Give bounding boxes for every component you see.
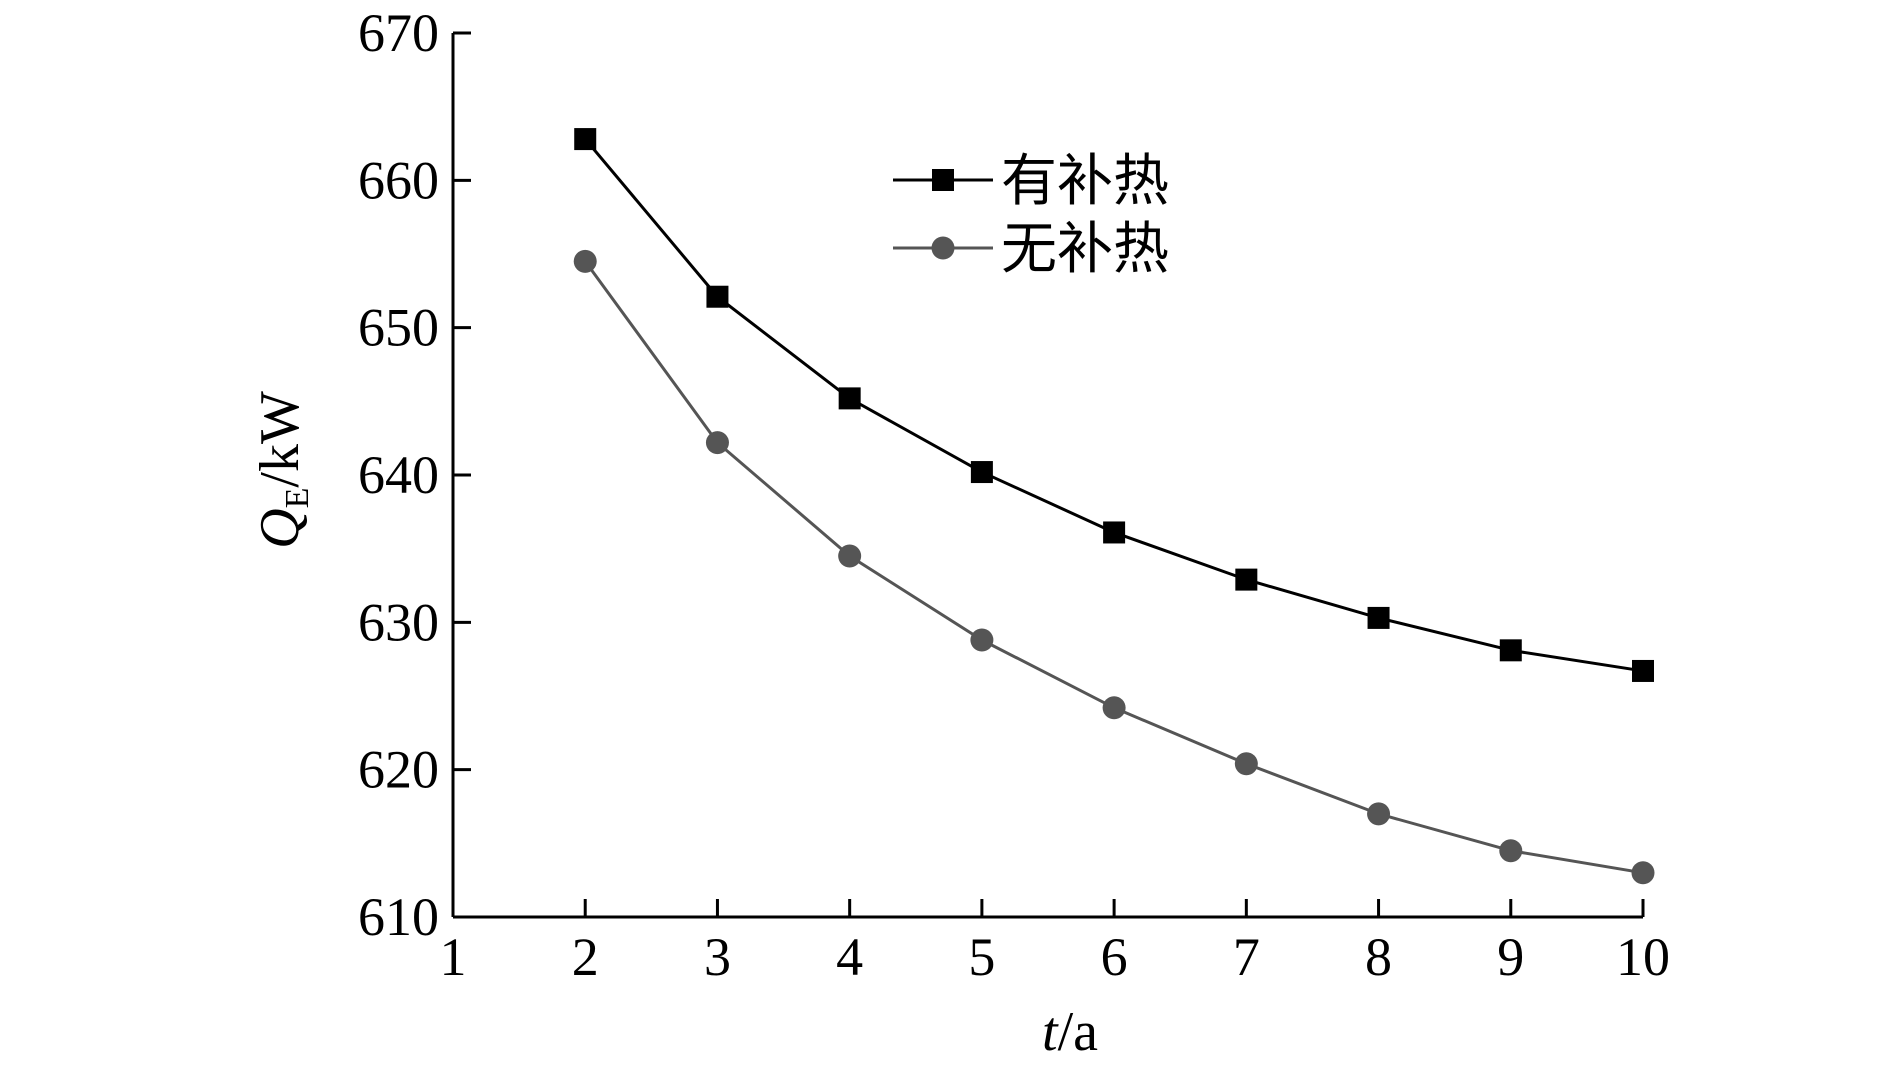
x-tick-label: 7 [1233, 927, 1260, 987]
series-line-1 [584, 260, 1644, 875]
series-1-point [705, 431, 729, 455]
series-0-point [706, 285, 729, 308]
x-axis-label: t/a [1042, 1001, 1098, 1063]
y-tick-label: 640 [358, 445, 439, 505]
x-tick-label: 3 [704, 927, 731, 987]
x-tick-label: 9 [1497, 927, 1524, 987]
legend-label-1: 无补热 [1001, 219, 1169, 281]
x-tick-label: 10 [1616, 927, 1670, 987]
ticks: 1 2 3 4 5 6 7 8 9 10 610 620 630 640 650 660 670 [358, 3, 1670, 987]
series-0-point [574, 128, 597, 151]
series-0-point [1632, 659, 1654, 682]
legend-marker-0 [932, 169, 954, 191]
series-layer [573, 128, 1655, 885]
series-1-point [573, 249, 597, 273]
series-1-point [1367, 802, 1391, 826]
x-tick-label: 1 [440, 927, 467, 987]
legend-label-0: 有补热 [1001, 151, 1169, 213]
series-1-point [1234, 752, 1258, 776]
series-1-point [1102, 696, 1126, 720]
x-tick-label: 6 [1101, 927, 1128, 987]
y-tick-label: 650 [358, 298, 439, 358]
y-tick-label: 610 [358, 887, 439, 947]
y-tick-label: 630 [358, 592, 439, 652]
x-tick-label: 8 [1365, 927, 1392, 987]
y-axis-label: QE/kW [249, 391, 316, 549]
x-tick-label: 5 [968, 927, 995, 987]
series-0-point [970, 461, 993, 484]
legend-marker-1 [931, 236, 955, 260]
series-0-point [1499, 639, 1522, 662]
series-1-point [1631, 861, 1655, 885]
y-tick-label: 660 [358, 150, 439, 210]
series-0-point [1103, 521, 1126, 544]
series-1-point [970, 628, 994, 652]
series-0-point [1235, 568, 1258, 591]
series-1-point [838, 544, 862, 568]
x-tick-label: 2 [572, 927, 599, 987]
y-tick-label: 620 [358, 740, 439, 800]
x-tick-label: 4 [836, 927, 863, 987]
series-1-point [1499, 839, 1523, 863]
series-0-point [1367, 606, 1390, 629]
series-0-point [838, 387, 861, 410]
y-tick-label: 670 [358, 3, 439, 63]
